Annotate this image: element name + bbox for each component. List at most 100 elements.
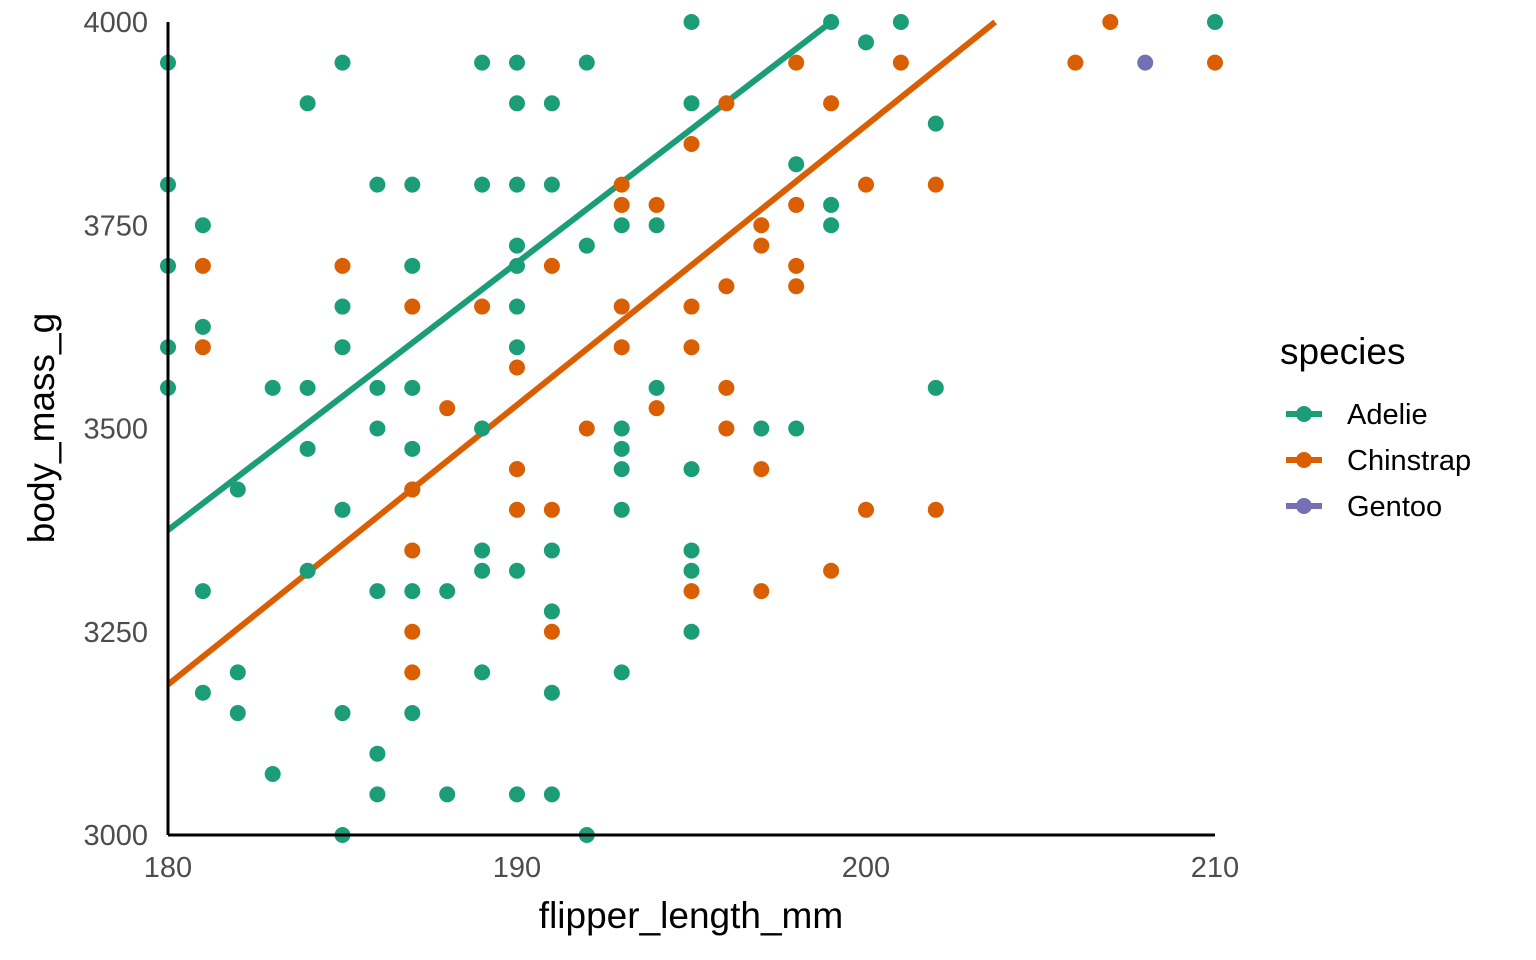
legend-entry-gentoo: Gentoo (1286, 491, 1442, 523)
series-gentoo (1137, 54, 1154, 71)
data-point (334, 705, 351, 722)
data-point (439, 583, 456, 600)
data-point (788, 420, 805, 437)
data-point (334, 298, 351, 315)
data-point (613, 461, 630, 478)
data-point (509, 461, 525, 478)
data-point (509, 176, 525, 193)
data-point (194, 583, 211, 600)
legend-label: Gentoo (1347, 491, 1442, 523)
legend-key-point (1296, 452, 1312, 468)
data-point (404, 257, 421, 274)
data-point (858, 176, 874, 193)
x-tick-label: 180 (144, 852, 192, 884)
legend-label: Chinstrap (1347, 445, 1471, 477)
data-point (613, 420, 630, 437)
x-tick-label: 200 (842, 852, 890, 884)
data-point (648, 196, 665, 213)
y-tick-label: 4000 (83, 7, 148, 39)
data-point (718, 379, 735, 396)
y-tick-label: 3250 (83, 617, 148, 649)
data-point (1102, 14, 1119, 30)
legend: species Adelie Chinstrap Gentoo (1280, 331, 1471, 523)
data-point (788, 54, 805, 71)
data-point (543, 684, 560, 701)
data-point (369, 176, 386, 193)
data-point (927, 379, 944, 396)
data-point (683, 623, 700, 640)
data-point (369, 745, 386, 762)
data-point (474, 664, 491, 681)
data-point (509, 786, 525, 803)
data-point (858, 34, 874, 51)
data-point (788, 257, 805, 274)
data-point (543, 542, 560, 559)
data-point (509, 54, 525, 71)
data-point (474, 562, 491, 579)
data-point (578, 237, 595, 254)
data-point (613, 440, 630, 457)
data-point (788, 278, 805, 295)
data-point (648, 217, 665, 234)
data-point (613, 298, 630, 315)
y-tick-label: 3500 (83, 414, 148, 446)
data-point (683, 135, 700, 152)
data-point (509, 339, 525, 356)
data-point (194, 257, 211, 274)
data-point (334, 257, 351, 274)
data-point (1067, 54, 1084, 71)
data-point (543, 786, 560, 803)
axes (166, 22, 1215, 837)
data-point (264, 766, 281, 783)
data-point (474, 542, 491, 559)
data-point (404, 481, 421, 498)
data-point (1207, 54, 1223, 71)
y-axis-title: body_mass_g (21, 313, 62, 543)
data-point (613, 217, 630, 234)
data-point (543, 623, 560, 640)
data-point (229, 664, 246, 681)
data-point (718, 420, 735, 437)
data-point (788, 196, 805, 213)
data-point (683, 298, 700, 315)
data-point (439, 786, 456, 803)
data-point (823, 217, 840, 234)
data-point (683, 542, 700, 559)
legend-title: species (1280, 331, 1405, 372)
data-point (194, 684, 211, 701)
data-point (927, 115, 944, 132)
data-point (334, 339, 351, 356)
data-point (404, 440, 421, 457)
data-point (823, 14, 840, 30)
data-point (509, 257, 525, 274)
data-point (404, 705, 421, 722)
legend-entries: Adelie Chinstrap Gentoo (1286, 399, 1471, 523)
x-axis-ticks: 180 190 200 210 (144, 852, 1239, 884)
data-point (823, 95, 840, 112)
legend-key-point (1296, 498, 1312, 514)
data-point (683, 461, 700, 478)
y-axis-ticks: 3000 3250 3500 3750 4000 (83, 7, 148, 852)
data-point (578, 54, 595, 71)
fit-line-chinstrap (166, 19, 998, 687)
data-point (823, 562, 840, 579)
data-point (474, 54, 491, 71)
data-point (509, 298, 525, 315)
data-point (194, 318, 211, 335)
legend-key-point (1296, 406, 1312, 422)
data-point (509, 95, 525, 112)
data-point (194, 339, 211, 356)
data-point (683, 583, 700, 600)
data-point (753, 217, 770, 234)
data-point (299, 379, 316, 396)
y-tick-label: 3750 (83, 210, 148, 242)
data-point (229, 705, 246, 722)
data-point (369, 379, 386, 396)
data-point (927, 176, 944, 193)
data-point (1207, 14, 1223, 30)
data-point (753, 583, 770, 600)
data-point (404, 542, 421, 559)
data-point (543, 95, 560, 112)
data-point (404, 623, 421, 640)
data-point (578, 420, 595, 437)
